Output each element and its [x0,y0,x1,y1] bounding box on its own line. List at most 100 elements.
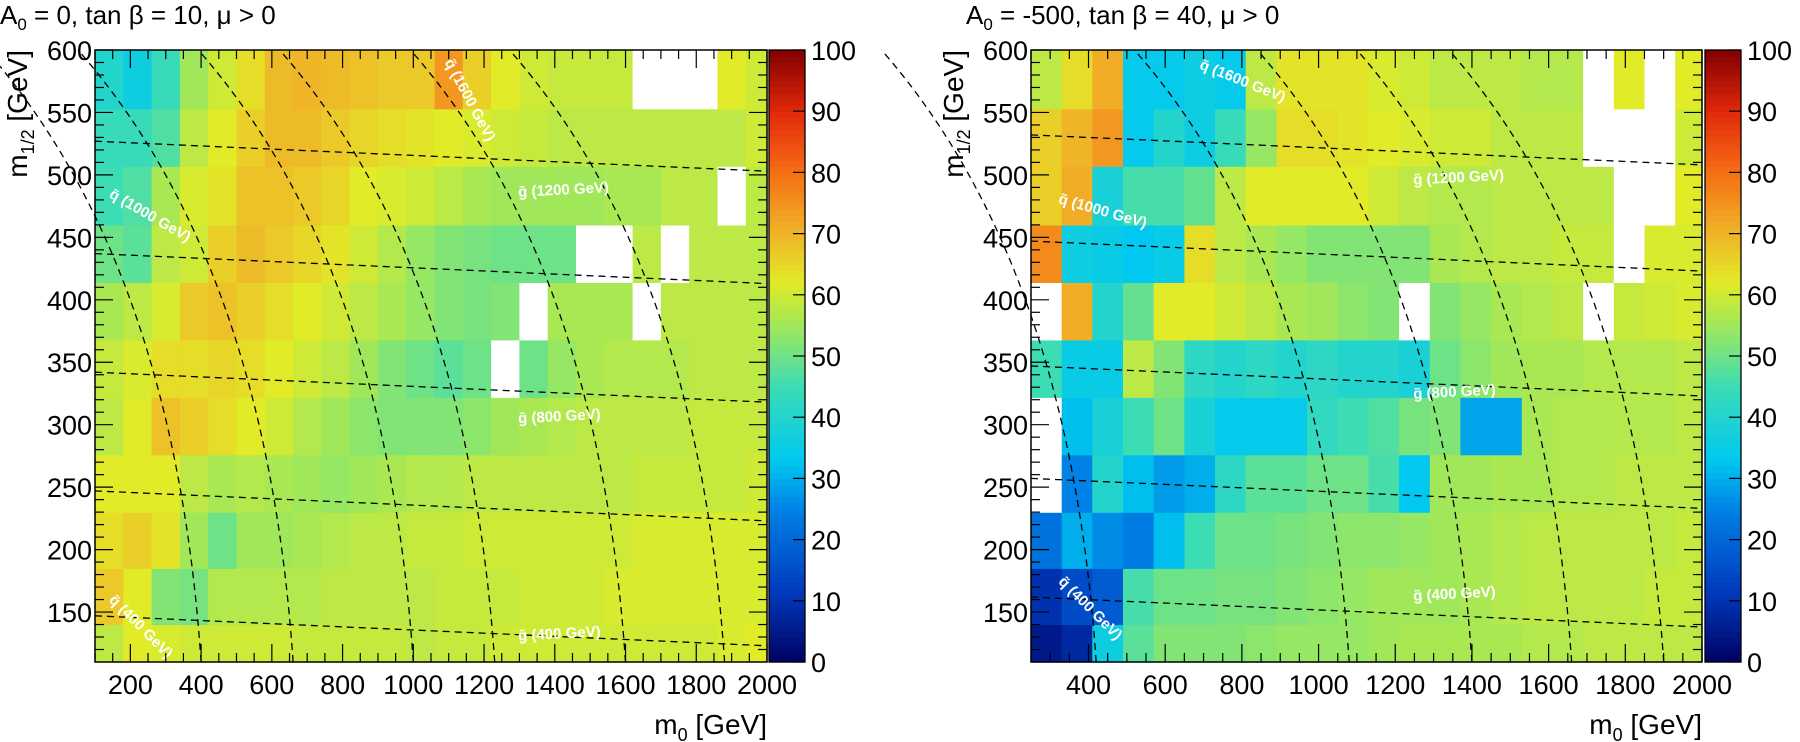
colorbar-segment [769,551,805,559]
y-axis-label-sub: 1/2 [954,129,974,154]
colorbar-segment [1705,307,1741,314]
y-axis-label-unit: [GeV] [938,50,969,129]
heatmap-cell [547,397,577,456]
heatmap-cell [179,282,209,341]
colorbar-segment [769,643,805,651]
heatmap-cell [1491,454,1523,513]
heatmap-cell [660,397,690,456]
x-axis-label-main: m [654,709,677,740]
heatmap-cell [491,282,520,341]
heatmap-cell [604,108,634,167]
heatmap-cell [377,397,407,456]
heatmap-cell [1307,339,1339,398]
colorbar-segment [1705,215,1741,222]
heatmap-cell [179,224,209,283]
colorbar-segment [769,270,805,278]
heatmap-cell [349,108,379,167]
colorbar-tick-label: 20 [811,526,841,556]
colorbar-segment [769,649,805,657]
heatmap-cell [1429,282,1462,341]
heatmap-cell [632,624,662,663]
heatmap-cell [519,282,549,341]
colorbar-segment [1705,86,1741,94]
heatmap-cell [462,397,492,456]
heatmap-cell [95,282,124,341]
heatmap-cell [1368,397,1400,456]
heatmap-cell [1644,397,1676,456]
heatmap-cell [1153,454,1185,513]
y-tick-label: 550 [47,98,92,128]
heatmap-cell [1368,568,1400,626]
heatmap-cell [689,339,719,398]
colorbar-segment [769,154,805,161]
colorbar-segment [769,453,805,461]
colorbar-segment [1705,331,1741,339]
heatmap-cell [547,50,577,110]
colorbar-segment [1705,239,1741,247]
heatmap-cell [293,512,322,569]
y-tick-label: 600 [47,36,92,66]
title-a: A [966,0,984,30]
heatmap-cell [1245,224,1277,283]
heatmap-cell [1399,454,1431,513]
colorbar-segment [1705,557,1741,565]
colorbar-segment [1705,98,1741,106]
heatmap-cell [1429,624,1462,663]
tick-labels: 200 400 600 800 1000 1200 1400 1600 1800 2000 150 2… [47,36,797,700]
y-tick-label: 250 [47,473,92,503]
heatmap-cell [1215,454,1247,513]
heatmap-cell [462,512,492,569]
contour-label: g̃ (1200 GeV) [1413,167,1505,189]
heatmap-cell [1368,166,1400,226]
heatmap-cell [1675,454,1703,513]
heatmap-cell [1092,397,1124,456]
heatmap-cell [660,512,690,569]
colorbar-segment [769,50,805,57]
heatmap-cell [1368,224,1400,283]
gluino-contour-line [1030,240,1703,272]
colorbar-segment [1705,392,1741,400]
y-tick-label: 500 [983,161,1028,191]
colorbar-segment [1705,105,1741,112]
squark-contour-line [77,49,294,663]
heatmap-cell [1552,339,1584,398]
heatmap-cell [123,50,153,110]
title-rest: = 0, tan β = 10, μ > 0 [27,0,276,30]
heatmap-cell [604,224,634,283]
colorbar-segment [769,594,805,602]
heatmap-cell [1092,568,1124,626]
colorbar-segment [769,613,805,620]
heatmap-cell [264,224,294,283]
heatmap-cell [1276,166,1308,226]
colorbar-segment [1705,319,1741,326]
heatmap-cell [236,282,266,341]
heatmap-cell [1123,50,1155,110]
contour-label: g̃ (1200 GeV) [518,179,610,201]
colorbar-segment [769,233,805,241]
heatmap-cell [377,512,407,569]
colorbar-segment [769,631,805,639]
x-tick-label: 1600 [1519,670,1579,700]
heatmap-cell [1583,224,1615,283]
heatmap-cell [660,224,690,283]
heatmap-cell [406,454,436,513]
heatmap-cell [123,624,153,663]
x-tick-label: 400 [1066,670,1111,700]
colorbar-segment [769,606,805,614]
heatmap-cell [660,568,690,626]
colorbar-segment [1705,172,1741,180]
heatmap-cell [434,454,464,513]
heatmap-cell [462,224,492,283]
colorbar-segment [1705,209,1741,216]
heatmap-cell [1153,50,1185,110]
heatmap-cell [1184,108,1216,167]
heatmap-cell [745,624,768,663]
heatmap-cell [264,166,294,226]
heatmap-cell [1399,166,1431,226]
heatmap-cell [434,166,464,226]
heatmap-cell [660,108,690,167]
heatmap-cell [1613,624,1646,663]
colorbar-segment [769,300,805,308]
heatmap-cell [377,568,407,626]
y-axis-label: m1/2 [GeV] [2,50,38,178]
